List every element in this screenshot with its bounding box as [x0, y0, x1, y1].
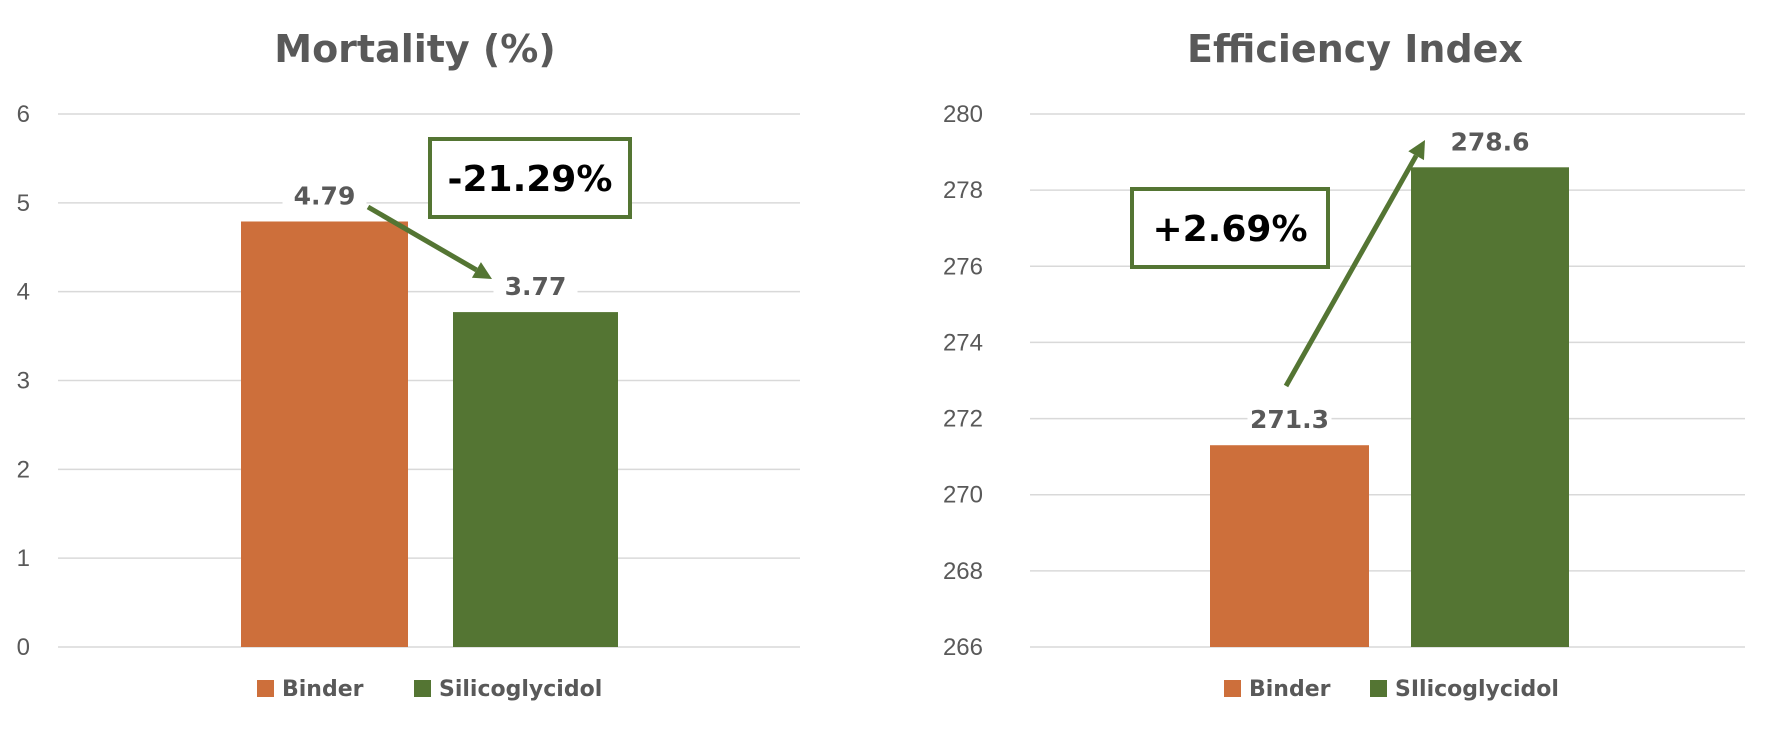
data-label: 271.3: [1250, 405, 1329, 434]
y-tick-label: 278: [943, 177, 983, 204]
data-label: 4.79: [294, 181, 356, 210]
y-tick-label: 270: [943, 482, 983, 509]
bar-silicoglycidol: [453, 312, 618, 647]
legend-label: Silicoglycidol: [439, 677, 602, 702]
y-tick-label: 272: [943, 406, 983, 433]
arrow-head: [471, 262, 492, 279]
y-tick-label: 268: [943, 558, 983, 585]
change-arrow: [366, 204, 478, 273]
legend-label: SIlicoglycidol: [1395, 677, 1559, 702]
data-label: 278.6: [1450, 127, 1529, 156]
y-tick-label: 266: [943, 634, 983, 661]
legend-swatch: [1224, 680, 1241, 697]
y-tick-label: 2: [17, 456, 30, 483]
data-label-background: [493, 269, 578, 304]
legend-label: Binder: [1249, 677, 1331, 702]
y-tick-label: 3: [17, 368, 30, 395]
change-callout-box: [1130, 187, 1330, 269]
y-tick-label: 280: [943, 101, 983, 128]
arrow-head: [1408, 140, 1425, 161]
data-label-background: [1247, 402, 1332, 437]
bar-binder: [1210, 445, 1369, 647]
chart-title: Efficiency Index: [1187, 27, 1523, 71]
change-callout-box: [428, 137, 632, 219]
legend-swatch: [257, 680, 274, 697]
y-tick-label: 6: [17, 101, 30, 128]
y-tick-label: 0: [17, 634, 30, 661]
chart-title: Mortality (%): [274, 27, 556, 71]
data-label-background: [1448, 124, 1532, 159]
bar-binder: [241, 221, 408, 647]
y-tick-label: 5: [17, 190, 30, 217]
data-label-background: [282, 178, 367, 213]
bar-silicoglycidol: [1411, 167, 1569, 648]
legend-swatch: [414, 680, 431, 697]
change-arrow: [1283, 154, 1419, 388]
y-tick-label: 274: [943, 329, 983, 356]
change-callout-text: -21.29%: [448, 159, 613, 200]
data-label: 3.77: [505, 272, 567, 301]
y-tick-label: 1: [17, 545, 30, 572]
y-tick-label: 4: [17, 279, 30, 306]
change-callout-text: +2.69%: [1152, 209, 1307, 250]
legend-label: Binder: [282, 677, 364, 702]
y-tick-label: 276: [943, 253, 983, 280]
legend-swatch: [1370, 680, 1387, 697]
